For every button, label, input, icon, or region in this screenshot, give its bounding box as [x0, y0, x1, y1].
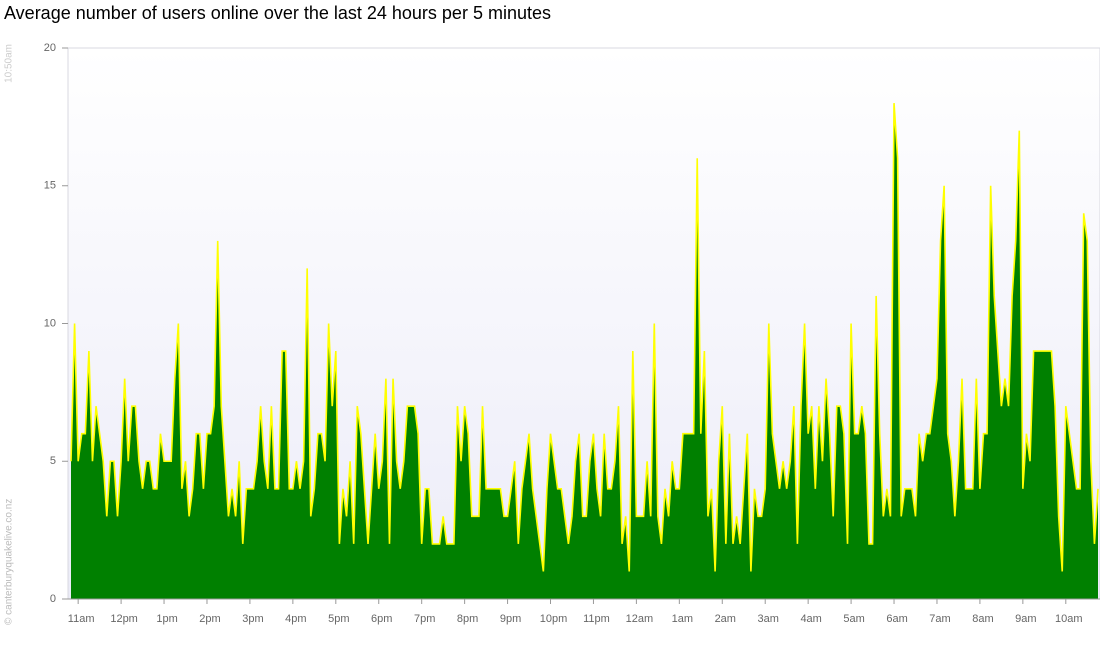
chart-title: Average number of users online over the …	[4, 3, 551, 23]
x-tick-label: 8pm	[457, 613, 478, 625]
x-tick-label: 4pm	[285, 613, 306, 625]
y-tick-label: 0	[50, 593, 56, 605]
x-tick-label: 12am	[626, 613, 654, 625]
line	[70, 103, 1099, 572]
y-tick-label: 20	[44, 42, 56, 54]
x-tick-label: 2pm	[199, 613, 220, 625]
y-tick-label: 5	[50, 455, 56, 467]
x-tick-label: 1am	[672, 613, 693, 625]
x-tick-label: 3pm	[242, 613, 263, 625]
x-tick-label: 3am	[758, 613, 779, 625]
x-tick-label: 10am	[1055, 613, 1083, 625]
x-tick-label: 5pm	[328, 613, 349, 625]
x-tick-label: 8am	[972, 613, 993, 625]
x-tick-label: 4am	[800, 613, 821, 625]
side-label: 10:50am	[4, 44, 15, 83]
x-tick-label: 12pm	[110, 613, 138, 625]
x-tick-label: 6pm	[371, 613, 392, 625]
x-tick-label: 11pm	[583, 613, 610, 625]
x-tick-label: 6am	[886, 613, 907, 625]
x-tick-label: 11am	[68, 613, 95, 625]
x-tick-label: 1pm	[156, 613, 177, 625]
area	[71, 103, 1098, 599]
credit: © canterburyquakelive.co.nz	[4, 499, 15, 625]
x-tick-label: 9pm	[500, 613, 521, 625]
x-tick-label: 7pm	[414, 613, 435, 625]
x-tick-label: 9am	[1015, 613, 1036, 625]
x-tick-label: 2am	[715, 613, 736, 625]
x-tick-label: 10pm	[540, 613, 568, 625]
y-tick-label: 10	[44, 317, 56, 329]
y-tick-label: 15	[44, 180, 56, 192]
x-tick-label: 5am	[843, 613, 864, 625]
x-tick-label: 7am	[929, 613, 950, 625]
